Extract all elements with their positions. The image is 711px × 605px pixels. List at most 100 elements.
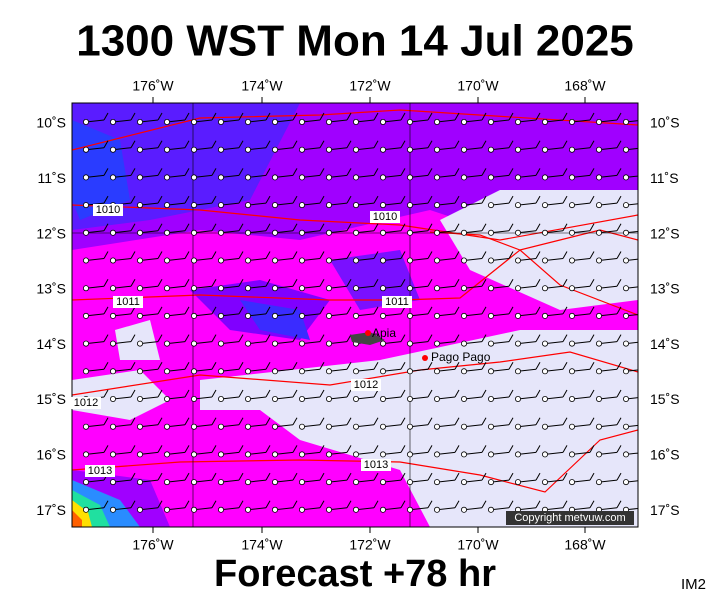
isobar-label: 1011 (385, 296, 409, 308)
wind-barb (211, 168, 217, 176)
station (298, 506, 305, 513)
station (596, 229, 603, 236)
station (596, 174, 603, 181)
wind-barb (247, 285, 267, 289)
station (569, 119, 576, 126)
wind-barb (616, 334, 622, 342)
wind-barb (508, 417, 514, 425)
wind-barb (481, 140, 487, 148)
station (460, 395, 467, 402)
station (325, 368, 332, 375)
wind-barb (292, 306, 298, 315)
wind-barb (85, 119, 105, 123)
wind-barb (490, 479, 510, 483)
wind-barb (319, 306, 325, 315)
wind-barb (355, 258, 375, 261)
station (298, 174, 305, 181)
wind-barb (328, 341, 348, 345)
wind-barb (238, 168, 244, 176)
wind-barb (319, 112, 325, 121)
wind-barb (220, 174, 240, 178)
lat-label: 11˚S (650, 170, 679, 186)
wind-barb (454, 195, 460, 204)
wind-barb (562, 251, 568, 259)
wind-barb (85, 368, 105, 372)
station (298, 202, 305, 209)
copyright-box (506, 511, 634, 525)
wind-barb (436, 424, 456, 428)
wind-barb (301, 258, 321, 261)
wind-barb (517, 424, 537, 428)
station (623, 285, 630, 292)
wind-barb (625, 341, 638, 345)
wind-barb (112, 285, 132, 289)
wind-barb (328, 174, 348, 178)
wind-barb (157, 389, 163, 398)
wind-barb (463, 507, 483, 511)
station (542, 395, 549, 402)
wind-barb (400, 417, 406, 425)
wind-barb (644, 335, 648, 342)
wind-barb (517, 507, 537, 511)
wind-barb (184, 306, 190, 315)
station (136, 423, 143, 430)
station (110, 285, 117, 292)
wind-barb (571, 451, 591, 455)
wind-barb (382, 424, 402, 428)
station (596, 340, 603, 347)
station (298, 340, 305, 347)
lat-label: 12˚S (650, 225, 680, 241)
station (136, 312, 143, 319)
wind-barb (616, 389, 622, 398)
station (487, 174, 494, 181)
wind-barb (544, 285, 564, 289)
station (460, 174, 467, 181)
station (542, 423, 549, 430)
wind-barb (328, 285, 348, 289)
wind-barb (247, 174, 267, 178)
station (298, 146, 305, 153)
wind-barb (544, 368, 564, 372)
wind-barb (301, 147, 321, 151)
station (325, 174, 332, 181)
wind-barb (481, 251, 487, 259)
station (596, 257, 603, 264)
wind-barb (490, 119, 510, 123)
wind-barb (355, 451, 375, 455)
station (379, 119, 386, 126)
wind-barb (427, 472, 433, 481)
station (569, 285, 576, 292)
station (136, 368, 143, 375)
wind-barb (644, 252, 648, 259)
station (163, 423, 170, 430)
wind-barb (544, 507, 564, 511)
wind-barb (346, 500, 352, 509)
wind-barb (616, 223, 622, 232)
wind-barb (238, 500, 244, 509)
place-label: Apia (372, 326, 396, 340)
station (244, 229, 251, 236)
wind-barb (220, 119, 240, 123)
station (190, 395, 197, 402)
station (352, 202, 359, 209)
wind-barb (463, 451, 483, 455)
lon-label: 176˚W (132, 78, 174, 94)
wind-barb (193, 230, 213, 234)
wind-barb (166, 451, 186, 455)
station (244, 395, 251, 402)
station (298, 312, 305, 319)
lon-label: 170˚W (457, 78, 499, 94)
station (163, 174, 170, 181)
station (217, 229, 224, 236)
wind-barb (571, 202, 591, 206)
wind-barb (346, 362, 352, 370)
wind-barb (409, 147, 429, 151)
wind-barb (103, 362, 109, 370)
lat-label: 11˚S (37, 170, 66, 186)
wind-barb (355, 119, 375, 123)
wind-barb (517, 258, 537, 261)
station (217, 257, 224, 264)
wind-barb (274, 202, 294, 206)
lat-label: 13˚S (36, 281, 66, 297)
wind-barb (562, 223, 568, 232)
